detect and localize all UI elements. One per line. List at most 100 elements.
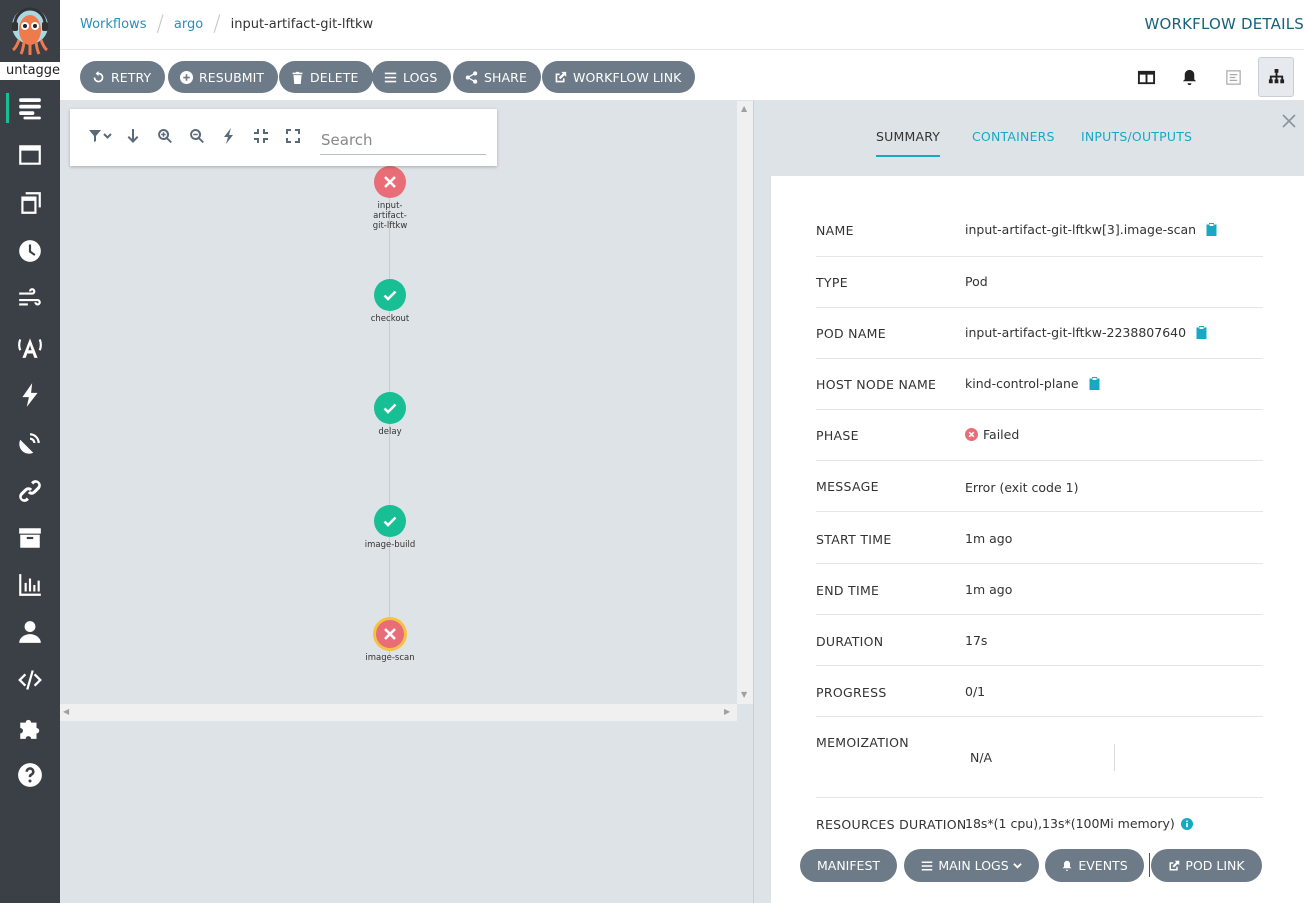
vertical-scrollbar[interactable]: ▲ ▼ [737, 101, 753, 704]
cluster-workflow-templates-icon [21, 192, 41, 214]
retry-button[interactable]: RETRY [80, 61, 166, 93]
logs-label: LOGS [403, 69, 438, 85]
tab-summary[interactable]: SUMMARY [876, 129, 941, 157]
fast-render-toggle[interactable] [218, 125, 240, 147]
split-view-toggle[interactable] [1128, 57, 1164, 97]
workflow-templates-icon [19, 145, 41, 165]
phase-value: Failed [983, 427, 1020, 442]
nav-cluster-workflow-templates[interactable] [0, 183, 60, 223]
nav-cron-workflows[interactable] [0, 231, 60, 271]
graph-node[interactable]: checkout [350, 279, 430, 324]
panel-tabs: SUMMARY CONTAINERS INPUTS/OUTPUTS [754, 101, 1304, 161]
graph-view-toggle[interactable] [1258, 57, 1294, 97]
help-icon [18, 763, 42, 787]
pod-link-button[interactable]: POD LINK [1151, 849, 1262, 882]
bell-icon [1182, 69, 1196, 85]
clipboard-icon[interactable] [1196, 326, 1207, 339]
workflow-link-label: WORKFLOW LINK [573, 69, 682, 85]
resubmit-button[interactable]: RESUBMIT [168, 61, 279, 93]
events-button[interactable]: EVENTS [1045, 849, 1144, 882]
info-icon[interactable] [1180, 817, 1193, 830]
nav-user[interactable] [0, 612, 60, 652]
argo-logo[interactable] [10, 6, 50, 58]
nav-workflows[interactable] [0, 88, 60, 128]
summary-row-phase: PHASE Failed [816, 410, 1263, 461]
field-label: MEMOIZATION [816, 735, 909, 750]
workflow-link-button[interactable]: WORKFLOW LINK [542, 61, 696, 93]
nav-api-docs[interactable] [0, 660, 60, 700]
delete-button[interactable]: DELETE [279, 61, 373, 93]
undo-icon [93, 70, 104, 82]
graph-canvas[interactable]: input-artifact-git-lftkw checkout delay … [60, 101, 753, 721]
nav-link[interactable] [0, 471, 60, 511]
graph-search-input[interactable] [320, 126, 486, 155]
summary-card: NAME input-artifact-git-lftkw[3].image-s… [771, 176, 1304, 903]
trash-icon [292, 71, 303, 84]
collapse-button[interactable] [250, 125, 272, 147]
summary-row-name: NAME input-artifact-git-lftkw[3].image-s… [816, 206, 1263, 257]
cron-workflows-icon [19, 240, 41, 262]
direction-toggle[interactable] [122, 125, 144, 147]
workflows-icon [19, 98, 41, 120]
reports-icon [19, 574, 41, 596]
filter-dropdown[interactable] [86, 125, 114, 147]
nav-reports[interactable] [0, 565, 60, 605]
sitemap-icon [1268, 68, 1284, 83]
node-label: checkout [370, 314, 410, 324]
summary-row-end-time: END TIME 1m ago [816, 564, 1263, 615]
plugins-icon [20, 719, 40, 739]
graph-node-selected[interactable]: image-scan [350, 618, 430, 663]
breadcrumb-namespace[interactable]: argo [173, 16, 204, 32]
nav-event-flow[interactable] [0, 279, 60, 319]
nav-help[interactable] [0, 755, 60, 795]
share-button[interactable]: SHARE [453, 61, 541, 93]
nav-event-flows[interactable] [0, 423, 60, 463]
summary-row-message: MESSAGE Error (exit code 1) [816, 461, 1263, 512]
clipboard-icon[interactable] [1206, 223, 1217, 236]
nav-archived-workflows[interactable] [0, 518, 60, 558]
zoom-out-button[interactable] [186, 125, 208, 147]
node-label: image-build [364, 540, 416, 550]
failed-status-icon [374, 618, 406, 650]
breadcrumb-workflows[interactable]: Workflows [80, 16, 147, 32]
graph-node[interactable]: delay [350, 392, 430, 437]
tab-containers[interactable]: CONTAINERS [972, 129, 1055, 144]
node-label: input-artifact-git-lftkw [372, 201, 408, 231]
main-logs-button[interactable]: MAIN LOGS [904, 849, 1039, 882]
node-details-panel: SUMMARY CONTAINERS INPUTS/OUTPUTS NAME i… [753, 101, 1304, 903]
tab-inputs-outputs[interactable]: INPUTS/OUTPUTS [1081, 129, 1193, 144]
memoization-value: N/A [970, 750, 993, 765]
satellite-dish-icon [19, 433, 40, 454]
close-icon[interactable] [1281, 113, 1297, 129]
type-value: Pod [965, 274, 988, 289]
zoom-in-button[interactable] [154, 125, 176, 147]
column-divider [1114, 744, 1115, 771]
nav-event-sources[interactable] [0, 327, 60, 367]
event-sources-icon [18, 338, 42, 358]
failed-icon [965, 428, 978, 441]
field-label: START TIME [816, 532, 892, 547]
end-time-value: 1m ago [965, 582, 1013, 597]
graph-node[interactable]: input-artifact-git-lftkw [350, 166, 430, 231]
graph-node[interactable]: image-build [350, 505, 430, 550]
nav-plugins[interactable] [0, 708, 60, 748]
summary-row-pod-name: POD NAME input-artifact-git-lftkw-223880… [816, 308, 1263, 359]
field-label: PROGRESS [816, 685, 887, 700]
field-label: PHASE [816, 428, 859, 443]
nav-workflow-templates[interactable] [0, 135, 60, 175]
events-toggle[interactable] [1171, 57, 1207, 97]
horizontal-scrollbar[interactable]: ◀ ▶ [60, 704, 737, 721]
manifest-button[interactable]: MANIFEST [800, 849, 897, 882]
archived-workflows-icon [19, 528, 41, 548]
expand-button[interactable] [282, 125, 304, 147]
graph-toolbar [70, 109, 497, 166]
timeline-toggle[interactable] [1215, 57, 1251, 97]
field-label: DURATION [816, 634, 884, 649]
logs-button[interactable]: LOGS [372, 61, 452, 93]
user-icon [19, 621, 41, 643]
clipboard-icon[interactable] [1089, 377, 1100, 390]
bolt-icon [224, 128, 233, 144]
zoom-out-icon [190, 129, 204, 144]
nav-sensors[interactable] [0, 375, 60, 415]
top-bar: Workflows / argo / input-artifact-git-lf… [60, 0, 1304, 50]
